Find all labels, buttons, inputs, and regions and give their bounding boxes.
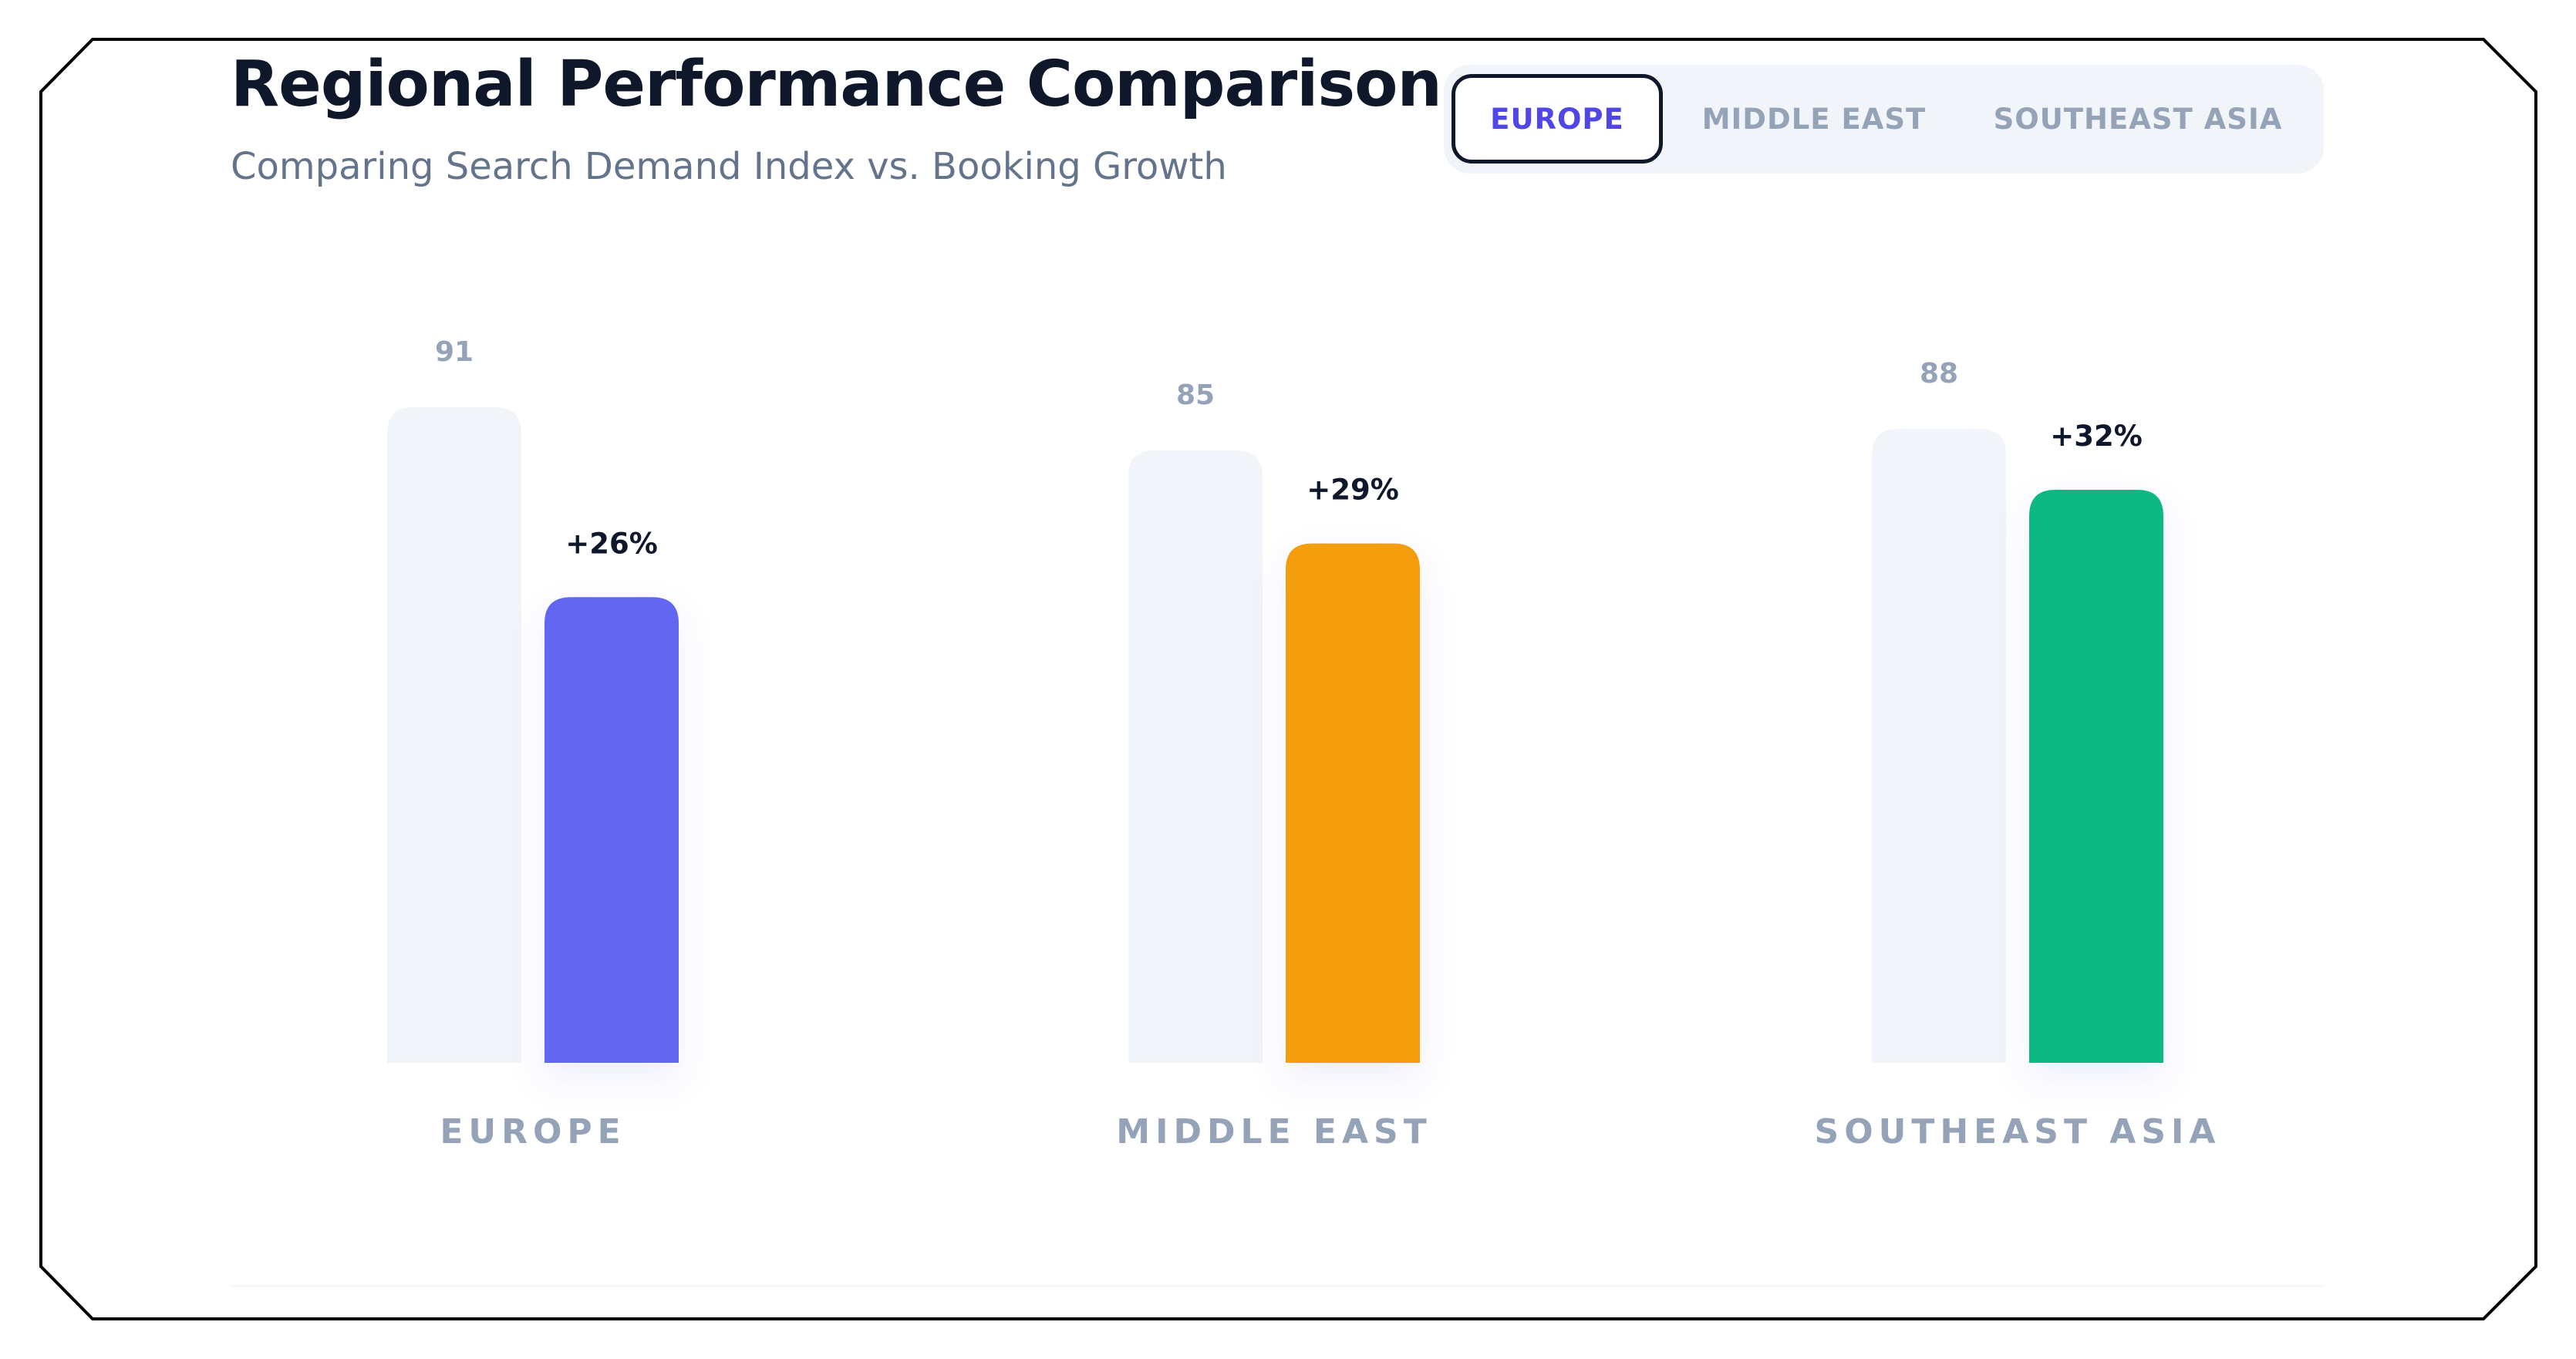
demand-bar-europe — [387, 407, 521, 1063]
footer-divider — [231, 1285, 2324, 1287]
growth-value-label-middle-east: +29% — [1307, 474, 1399, 507]
demand-value-label-europe: 91 — [435, 336, 474, 368]
demand-value-label-middle-east: 85 — [1176, 379, 1215, 411]
demand-bar-southeast-asia — [1872, 429, 2006, 1063]
demand-bar-middle-east — [1128, 450, 1263, 1063]
category-label-europe: EUROPE — [440, 1112, 625, 1152]
growth-value-label-southeast-asia: +32% — [2050, 420, 2143, 453]
growth-bar-europe — [545, 597, 679, 1063]
category-label-southeast-asia: SOUTHEAST ASIA — [1815, 1112, 2221, 1152]
growth-bar-middle-east — [1286, 543, 1420, 1063]
page-subtitle: Comparing Search Demand Index vs. Bookin… — [231, 145, 1227, 188]
tab-europe[interactable]: EUROPE — [1452, 74, 1663, 164]
category-label-middle-east: MIDDLE EAST — [1116, 1112, 1431, 1152]
growth-bar-southeast-asia — [2029, 489, 2163, 1063]
demand-value-label-southeast-asia: 88 — [1920, 358, 1958, 389]
tab-middle-east[interactable]: MIDDLE EAST — [1701, 102, 1927, 136]
growth-value-label-europe: +26% — [565, 527, 658, 560]
tab-southeast-asia[interactable]: SOUTHEAST ASIA — [1993, 102, 2283, 136]
page-title: Regional Performance Comparison — [231, 48, 1442, 121]
region-tabs: EUROPE MIDDLE EAST SOUTHEAST ASIA — [1444, 65, 2324, 174]
